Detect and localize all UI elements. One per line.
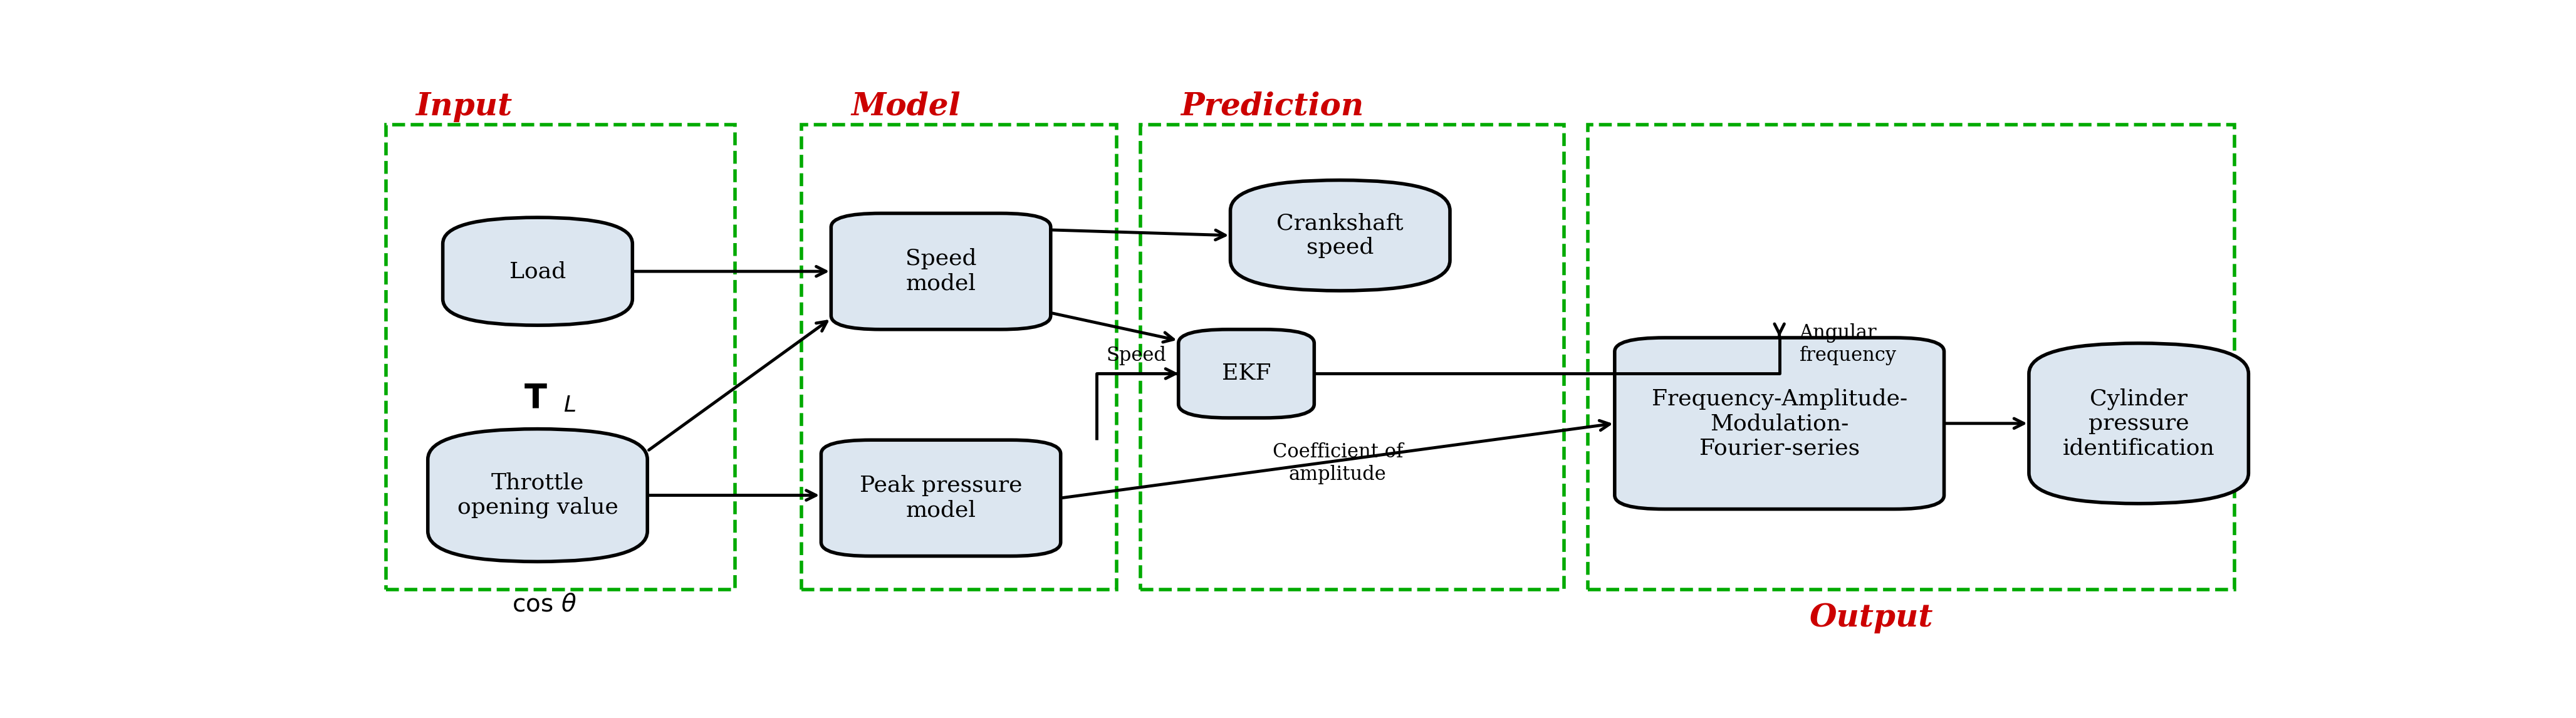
FancyBboxPatch shape <box>2030 343 2249 503</box>
FancyBboxPatch shape <box>1615 337 1945 509</box>
Text: Output: Output <box>1808 602 1932 633</box>
FancyBboxPatch shape <box>822 440 1061 556</box>
Text: Frequency-Amplitude-
Modulation-
Fourier-series: Frequency-Amplitude- Modulation- Fourier… <box>1651 388 1906 459</box>
FancyBboxPatch shape <box>1231 180 1450 291</box>
Text: $\cos\,\theta$: $\cos\,\theta$ <box>513 593 577 616</box>
Text: Angular
frequency: Angular frequency <box>1798 324 1896 365</box>
Text: Model: Model <box>850 91 961 122</box>
Text: Peak pressure
model: Peak pressure model <box>860 475 1023 521</box>
Bar <box>1141 125 1564 589</box>
FancyBboxPatch shape <box>443 218 634 325</box>
Text: EKF: EKF <box>1221 363 1270 384</box>
Bar <box>801 125 1115 589</box>
Text: Input: Input <box>415 91 513 122</box>
Bar <box>386 125 734 589</box>
Text: $L$: $L$ <box>564 394 577 416</box>
Text: Coefficient of
amplitude: Coefficient of amplitude <box>1273 442 1404 484</box>
Text: Speed: Speed <box>1108 346 1167 365</box>
Text: Crankshaft
speed: Crankshaft speed <box>1278 213 1404 258</box>
Text: Load: Load <box>510 261 567 282</box>
Text: Prediction: Prediction <box>1180 91 1363 122</box>
Text: Cylinder
pressure
identification: Cylinder pressure identification <box>2063 388 2215 459</box>
Text: $\mathbf{T}$: $\mathbf{T}$ <box>523 383 546 414</box>
Text: Throttle
opening value: Throttle opening value <box>456 472 618 518</box>
FancyBboxPatch shape <box>832 213 1051 330</box>
Text: Speed
model: Speed model <box>904 248 976 294</box>
Bar <box>1587 125 2233 589</box>
FancyBboxPatch shape <box>428 429 647 561</box>
FancyBboxPatch shape <box>1177 330 1314 418</box>
